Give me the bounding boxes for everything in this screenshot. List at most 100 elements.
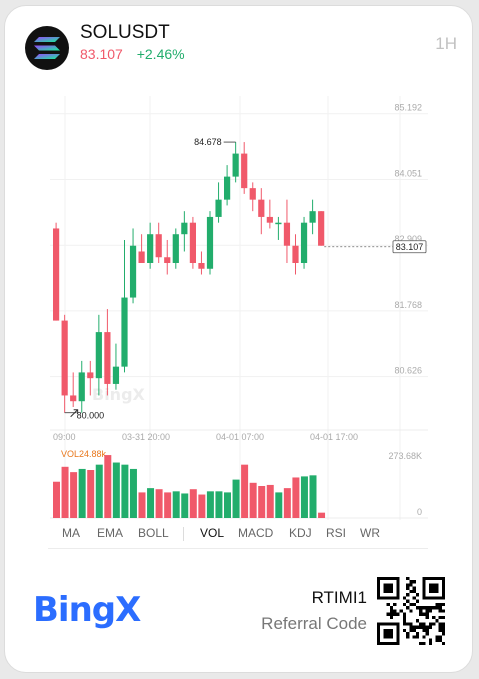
candle [104, 332, 111, 384]
tab-rsi[interactable]: RSI [326, 526, 347, 540]
candle [112, 366, 120, 384]
referral-code: RTIMI1 [311, 588, 367, 607]
volume-bar [181, 493, 189, 518]
tab-ma[interactable]: MA [62, 526, 80, 540]
last-price-label: 83.107 [396, 242, 424, 252]
candle [78, 372, 85, 402]
candle [206, 216, 214, 269]
candle [224, 176, 231, 200]
price-axis-label: 80.626 [394, 366, 422, 376]
volume-bar [95, 464, 103, 518]
candle [300, 222, 308, 263]
volume-bar [275, 492, 283, 518]
qr-code-icon [377, 577, 445, 645]
volume-bar [266, 484, 274, 518]
volume-bar [292, 477, 300, 518]
volume-bar [172, 491, 180, 518]
volume-bar [241, 464, 249, 518]
candle [138, 251, 145, 263]
timeframe-label: 1H [435, 34, 457, 53]
time-axis-label: 04-01 17:00 [310, 432, 358, 442]
candle [258, 199, 265, 217]
price-axis-label: 82.909 [394, 234, 422, 244]
candle [164, 257, 171, 263]
tab-boll[interactable]: BOLL [138, 526, 169, 540]
price-axis-label: 84.051 [394, 168, 422, 178]
high-price-label: 84.678 [194, 137, 222, 147]
time-axis-label: 04-01 07:00 [216, 432, 264, 442]
current-price: 83.107 [80, 46, 123, 62]
volume-bar [206, 491, 214, 518]
time-axis-label: 09:00 [53, 432, 76, 442]
volume-bar [129, 468, 137, 518]
candle [155, 234, 162, 258]
candle [129, 245, 137, 298]
volume-bar [224, 492, 231, 518]
volume-bar [147, 488, 155, 518]
candlestick-chart: 85.192 84.051 82.909 81.768 80.626 BingX 84.67… [50, 96, 428, 520]
brand-logo: BingX [33, 590, 141, 630]
price-axis-label: 81.768 [394, 300, 422, 310]
symbol-name: SOLUSDT [80, 22, 170, 43]
volume-bar [53, 481, 60, 518]
volume-bar [78, 468, 86, 518]
candle [275, 222, 282, 225]
candle [70, 395, 77, 402]
candle [87, 372, 94, 379]
volume-bar [164, 492, 172, 518]
volume-bar [189, 489, 197, 518]
volume-bar [300, 476, 308, 518]
share-card [4, 5, 473, 673]
candle [266, 216, 273, 223]
candle [318, 211, 325, 246]
volume-bar [155, 489, 163, 518]
candle [198, 263, 205, 269]
low-price-label: 80.000 [77, 411, 105, 421]
tab-divider [183, 527, 184, 541]
candle [172, 234, 179, 263]
volume-axis-label: 273.68K [388, 451, 422, 461]
volume-bar [104, 455, 112, 518]
candle [309, 211, 316, 223]
volume-bar [249, 482, 257, 518]
candle [292, 245, 299, 263]
volume-bar [258, 486, 266, 518]
volume-bar [70, 472, 78, 518]
volume-bar [138, 492, 146, 518]
low-arrow-icon [70, 409, 79, 418]
volume-bar [283, 488, 291, 518]
tab-wr[interactable]: WR [360, 526, 380, 540]
volume-bar [87, 470, 95, 518]
candle [232, 153, 239, 177]
candle [95, 332, 102, 379]
candle [189, 222, 196, 263]
candle [283, 222, 291, 246]
price-axis-label: 85.192 [394, 103, 422, 113]
indicator-tabs: MA EMA BOLL VOL MACD KDJ RSI WR [48, 526, 428, 544]
tab-macd[interactable]: MACD [238, 526, 274, 540]
candle [181, 222, 188, 235]
price-line: 83.107 +2.46% [80, 46, 185, 62]
tab-vol[interactable]: VOL [200, 526, 225, 540]
candle [249, 188, 256, 200]
tab-kdj[interactable]: KDJ [289, 526, 312, 540]
volume-bar [198, 494, 206, 518]
volume-bar [121, 464, 129, 518]
last-price-box [392, 240, 427, 254]
tab-ema[interactable]: EMA [97, 526, 124, 540]
candle [53, 228, 60, 321]
volume-bar [318, 512, 326, 518]
referral-label: Referral Code [261, 614, 367, 633]
price-change: +2.46% [136, 46, 185, 62]
volume-bar [112, 462, 120, 518]
candle [61, 320, 68, 396]
volume-bar [61, 466, 69, 518]
solana-logo-icon [25, 26, 69, 70]
candle [147, 234, 154, 263]
time-axis-label: 03-31 20:00 [122, 432, 170, 442]
candle [215, 199, 222, 217]
volume-bar [232, 479, 240, 518]
divider [48, 548, 428, 549]
candle [121, 297, 128, 367]
volume-axis-label: 0 [417, 507, 422, 517]
